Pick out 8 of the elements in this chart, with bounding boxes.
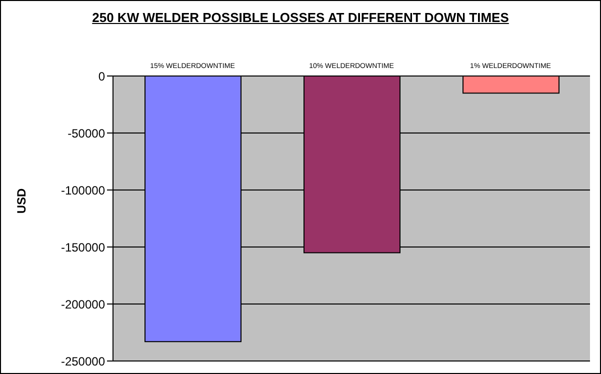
y-tick-label: -150000: [60, 240, 106, 254]
y-tick-label: -200000: [60, 297, 106, 312]
chart-title: 250 KW WELDER POSSIBLE LOSSES AT DIFFERENT DOWN TIMES: [91, 10, 510, 25]
y-tick-label: -50000: [68, 126, 106, 140]
y-tick-label: -250000: [60, 354, 106, 368]
y-axis-title: USD: [14, 188, 29, 214]
y-tick-label: -100000: [60, 183, 106, 198]
y-tick-label: 0: [98, 69, 106, 84]
